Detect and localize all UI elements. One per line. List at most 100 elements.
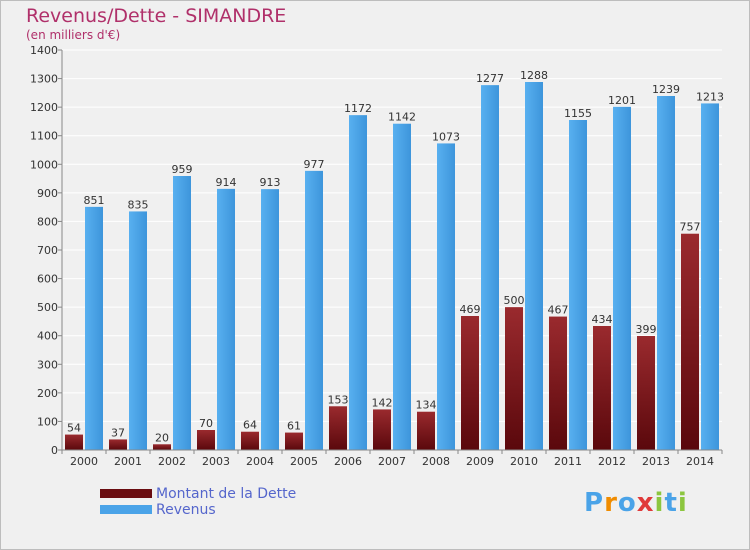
bar-revenus bbox=[393, 123, 411, 450]
y-tick-label: 0 bbox=[51, 444, 58, 457]
data-label-dette: 70 bbox=[199, 417, 213, 430]
data-label-dette: 467 bbox=[548, 304, 569, 317]
bar-dette bbox=[109, 439, 127, 450]
proxiti-logo: Proxiti bbox=[584, 488, 688, 518]
bar-revenus bbox=[305, 170, 323, 450]
x-tick-label: 2005 bbox=[290, 455, 318, 468]
data-label-revenus: 851 bbox=[84, 194, 105, 207]
bar-dette bbox=[549, 316, 567, 450]
data-label-revenus: 977 bbox=[304, 158, 325, 171]
x-tick-label: 2008 bbox=[422, 455, 450, 468]
chart-title: Revenus/Dette - SIMANDRE bbox=[26, 5, 287, 27]
bar-revenus bbox=[349, 115, 367, 451]
data-label-dette: 37 bbox=[111, 426, 125, 439]
data-label-dette: 500 bbox=[504, 294, 525, 307]
legend-swatch-revenus bbox=[100, 505, 152, 514]
data-label-revenus: 1172 bbox=[344, 102, 372, 115]
data-label-revenus: 1201 bbox=[608, 94, 636, 107]
bar-revenus bbox=[217, 188, 235, 450]
bar-revenus bbox=[129, 211, 147, 450]
data-label-revenus: 1277 bbox=[476, 72, 504, 85]
y-tick-label: 1000 bbox=[30, 158, 58, 171]
bar-dette bbox=[593, 326, 611, 450]
bar-revenus bbox=[85, 206, 103, 450]
logo-letter: x bbox=[636, 488, 655, 518]
data-label-revenus: 959 bbox=[172, 163, 193, 176]
data-label-revenus: 1073 bbox=[432, 130, 460, 143]
data-label-dette: 434 bbox=[592, 313, 613, 326]
bar-dette bbox=[153, 444, 171, 450]
legend-swatch-dette bbox=[100, 489, 152, 498]
bar-dette bbox=[373, 409, 391, 450]
bar-dette bbox=[285, 432, 303, 450]
bar-dette bbox=[241, 431, 259, 450]
y-tick-label: 1200 bbox=[30, 101, 58, 114]
logo-letter: t bbox=[664, 488, 678, 518]
y-tick-label: 1300 bbox=[30, 73, 58, 86]
legend-label-revenus: Revenus bbox=[156, 502, 216, 518]
legend-label-dette: Montant de la Dette bbox=[156, 486, 297, 502]
data-label-revenus: 1155 bbox=[564, 107, 592, 120]
data-label-dette: 399 bbox=[636, 323, 657, 336]
data-label-dette: 757 bbox=[680, 221, 701, 234]
data-label-revenus: 914 bbox=[216, 176, 237, 189]
x-tick-label: 2007 bbox=[378, 455, 406, 468]
y-tick-label: 500 bbox=[37, 301, 58, 314]
x-tick-label: 2009 bbox=[466, 455, 494, 468]
y-tick-label: 700 bbox=[37, 244, 58, 257]
y-tick-label: 100 bbox=[37, 415, 58, 428]
x-tick-label: 2013 bbox=[642, 455, 670, 468]
data-label-dette: 469 bbox=[460, 303, 481, 316]
bar-dette bbox=[637, 336, 655, 450]
bar-revenus bbox=[481, 85, 499, 451]
bar-revenus bbox=[569, 120, 587, 450]
y-tick-label: 200 bbox=[37, 387, 58, 400]
bar-revenus bbox=[525, 82, 543, 450]
x-tick-label: 2012 bbox=[598, 455, 626, 468]
data-label-revenus: 1288 bbox=[520, 69, 548, 82]
x-tick-label: 2002 bbox=[158, 455, 186, 468]
x-tick-label: 2006 bbox=[334, 455, 362, 468]
bar-revenus bbox=[701, 103, 719, 450]
bar-revenus bbox=[657, 96, 675, 450]
data-label-dette: 134 bbox=[416, 399, 437, 412]
logo-letter: r bbox=[604, 488, 618, 518]
bar-dette bbox=[681, 233, 699, 450]
data-label-dette: 61 bbox=[287, 420, 301, 433]
logo-letter: i bbox=[677, 488, 688, 518]
x-tick-label: 2014 bbox=[686, 455, 714, 468]
x-tick-label: 2001 bbox=[114, 455, 142, 468]
bar-revenus bbox=[437, 143, 455, 450]
x-tick-label: 2003 bbox=[202, 455, 230, 468]
bar-dette bbox=[329, 406, 347, 450]
bar-dette bbox=[197, 430, 215, 450]
data-label-dette: 142 bbox=[372, 396, 393, 409]
y-tick-label: 1400 bbox=[30, 44, 58, 57]
bar-dette bbox=[461, 316, 479, 450]
chart-subtitle: (en milliers d'€) bbox=[26, 28, 121, 42]
bar-revenus bbox=[613, 106, 631, 450]
data-label-revenus: 1239 bbox=[652, 83, 680, 96]
data-label-dette: 54 bbox=[67, 422, 81, 435]
logo-letter: P bbox=[584, 488, 605, 518]
data-label-dette: 153 bbox=[328, 393, 349, 406]
x-tick-label: 2011 bbox=[554, 455, 582, 468]
bar-revenus bbox=[173, 176, 191, 450]
logo-letter: i bbox=[654, 488, 665, 518]
logo-letter: o bbox=[617, 488, 637, 518]
data-label-dette: 20 bbox=[155, 431, 169, 444]
data-label-revenus: 1142 bbox=[388, 111, 416, 124]
bar-dette bbox=[417, 411, 435, 450]
bar-dette bbox=[65, 434, 83, 450]
data-label-revenus: 1213 bbox=[696, 90, 724, 103]
bar-revenus bbox=[261, 189, 279, 450]
y-tick-label: 300 bbox=[37, 358, 58, 371]
y-tick-label: 900 bbox=[37, 187, 58, 200]
x-tick-label: 2010 bbox=[510, 455, 538, 468]
y-tick-label: 600 bbox=[37, 273, 58, 286]
bar-dette bbox=[505, 307, 523, 450]
x-tick-label: 2004 bbox=[246, 455, 274, 468]
y-tick-label: 400 bbox=[37, 330, 58, 343]
y-tick-label: 800 bbox=[37, 215, 58, 228]
